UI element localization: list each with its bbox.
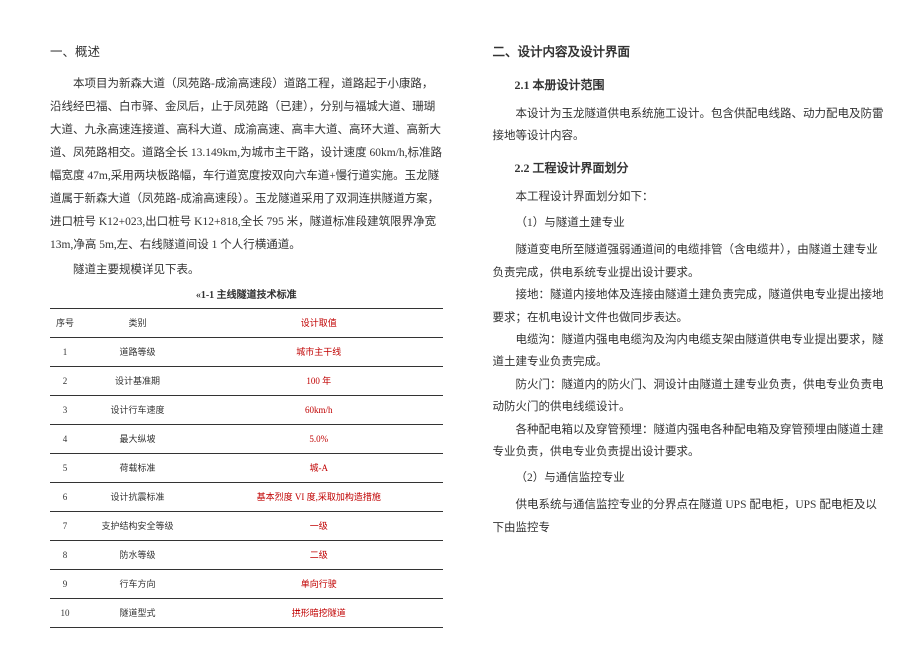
section-2-2-p3: 接地：隧道内接地体及连接由隧道土建负责完成，隧道供电专业提出接地要求；在机电设计… (493, 284, 886, 329)
table-header-row: 序号 类别 设计取值 (50, 309, 443, 338)
overview-paragraph-2: 隧道主要规模详见下表。 (50, 259, 443, 282)
table-row: 9行车方向单向行驶 (50, 570, 443, 599)
table-row: 10隧道型式拱形暗挖隧道 (50, 599, 443, 628)
table-row: 4最大纵坡5.0% (50, 425, 443, 454)
section-2-2-p1: 本工程设计界面划分如下： (493, 186, 886, 208)
table-row: 8防水等级二级 (50, 541, 443, 570)
sub-2-heading: （2）与通信监控专业 (493, 467, 886, 490)
overview-paragraph-1: 本项目为新森大道（凤苑路-成渝高速段）道路工程，道路起于小康路，沿线经巴福、白市… (50, 73, 443, 257)
col-category: 类别 (80, 309, 195, 338)
section-1-heading: 一、概述 (50, 40, 443, 65)
sub-1-heading: （1）与隧道土建专业 (493, 212, 886, 235)
section-2-1-p1: 本设计为玉龙隧道供电系统施工设计。包含供配电线路、动力配电及防雷接地等设计内容。 (493, 103, 886, 148)
section-2-heading: 二、设计内容及设计界面 (493, 40, 886, 65)
tunnel-standards-table: 序号 类别 设计取值 1道路等级城市主干线 2设计基准期100 年 3设计行车速… (50, 308, 443, 628)
table-row: 3设计行车速度60km/h (50, 396, 443, 425)
right-column: 二、设计内容及设计界面 2.1 本册设计范围 本设计为玉龙隧道供电系统施工设计。… (468, 40, 886, 621)
section-2-2-p7: 供电系统与通信监控专业的分界点在隧道 UPS 配电柜，UPS 配电柜及以下由监控… (493, 494, 886, 539)
section-2-2-p5: 防火门：隧道内的防火门、洞设计由隧道土建专业负责，供电专业负责电动防火门的供电线… (493, 374, 886, 419)
col-value: 设计取值 (195, 309, 443, 338)
table-row: 6设计抗震标准基本烈度 VI 度,采取加构造措施 (50, 483, 443, 512)
table-row: 2设计基准期100 年 (50, 367, 443, 396)
section-2-2-title: 2.2 工程设计界面划分 (515, 156, 886, 180)
table-row: 5荷载标准城-A (50, 454, 443, 483)
table-row: 1道路等级城市主干线 (50, 338, 443, 367)
section-2-2-p4: 电缆沟：隧道内强电电缆沟及沟内电缆支架由隧道供电专业提出要求，隧道土建专业负责完… (493, 329, 886, 374)
section-2-2-p2: 隧道变电所至隧道强弱通道间的电缆排管（含电缆井），由隧道土建专业负责完成，供电系… (493, 239, 886, 284)
section-2-2-p6: 各种配电箱以及穿管预埋：隧道内强电各种配电箱及穿管预埋由隧道土建专业负责，供电专… (493, 419, 886, 464)
col-seq: 序号 (50, 309, 80, 338)
left-column: 一、概述 本项目为新森大道（凤苑路-成渝高速段）道路工程，道路起于小康路，沿线经… (50, 40, 468, 621)
table-title: «1-1 主线隧道技术标准 (50, 286, 443, 306)
table-row: 7支护结构安全等级一级 (50, 512, 443, 541)
section-2-1-title: 2.1 本册设计范围 (515, 73, 886, 97)
